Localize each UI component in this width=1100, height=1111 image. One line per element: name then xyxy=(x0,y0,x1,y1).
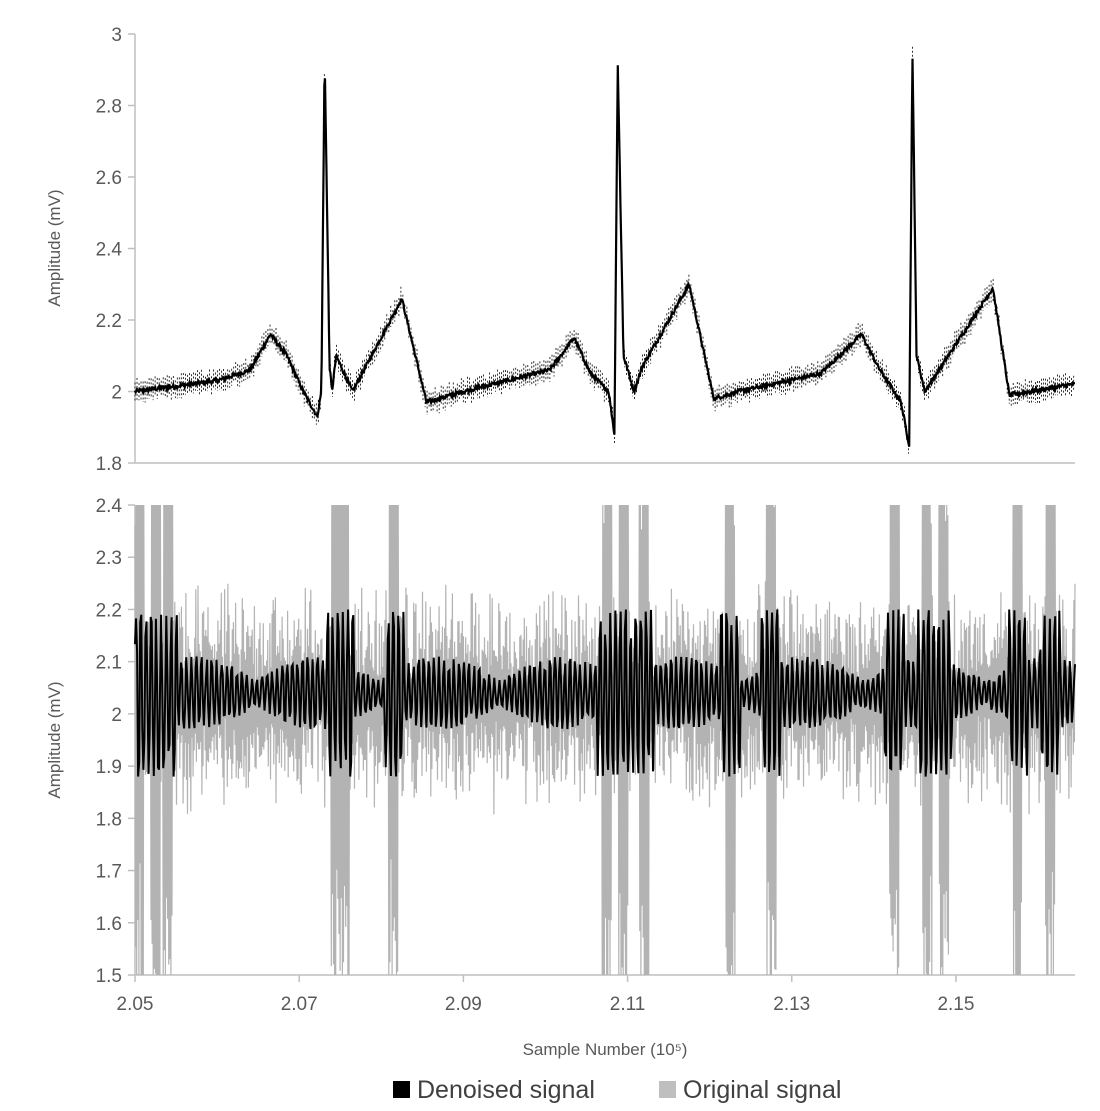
x-tick-label: 2.09 xyxy=(445,994,482,1015)
bottom-y-tick-label: 1.6 xyxy=(96,914,122,935)
top-original-signal xyxy=(134,46,1075,454)
bottom-y-ticks: 1.5 1.6 1.7 1.8 1.9 2 2.1 2.2 2.3 2.4 xyxy=(96,496,135,987)
bottom-original-signal-line xyxy=(134,504,1076,976)
top-y-tick-label: 2.6 xyxy=(96,168,122,189)
top-y-ticks: 1.8 2 2.2 2.4 2.6 2.8 3 xyxy=(96,25,135,475)
bottom-y-tick-label: 1.9 xyxy=(96,757,122,778)
top-y-tick-label: 1.8 xyxy=(96,454,122,475)
x-tick-label: 2.13 xyxy=(773,994,810,1015)
legend-label-original: Original signal xyxy=(683,1076,841,1104)
x-tick-label: 2.05 xyxy=(117,994,154,1015)
x-axis-label: Sample Number (10⁵) xyxy=(523,1040,688,1059)
bottom-y-tick-label: 2.4 xyxy=(96,496,123,517)
bottom-y-tick-label: 1.5 xyxy=(96,966,122,987)
top-original-signal-path xyxy=(134,46,1075,454)
top-y-tick-label: 3 xyxy=(111,25,122,46)
top-chart-panel: 1.8 2 2.2 2.4 2.6 2.8 3 Amplitude (mV) xyxy=(45,25,1075,475)
bottom-y-tick-label: 2.1 xyxy=(96,653,122,674)
x-tick-label: 2.15 xyxy=(937,994,974,1015)
legend-swatch-original xyxy=(659,1081,676,1098)
bottom-chart-panel: 1.51.61.71.81.922.12.22.32.4 2.05 2.07 2.0… xyxy=(45,496,1076,1059)
x-tick-label: 2.07 xyxy=(281,994,318,1015)
bottom-y-tick-label: 2 xyxy=(111,705,122,726)
bottom-x-ticks: 2.05 2.07 2.09 2.11 2.13 2.15 xyxy=(117,975,974,1015)
top-denoised-signal-line xyxy=(134,58,1075,447)
top-y-tick-label: 2 xyxy=(111,383,122,404)
bottom-y-axis-label: Amplitude (mV) xyxy=(45,681,64,798)
top-y-tick-label: 2.4 xyxy=(96,240,123,261)
bottom-y-tick-label: 1.7 xyxy=(96,862,122,883)
x-tick-label: 2.11 xyxy=(610,994,646,1015)
bottom-y-tick-label: 2.2 xyxy=(96,600,122,621)
top-y-tick-label: 2.8 xyxy=(96,97,122,118)
legend-swatch-denoised xyxy=(393,1081,410,1098)
legend: Denoised signal Original signal xyxy=(393,1076,841,1104)
bottom-y-tick-label: 1.8 xyxy=(96,809,122,830)
legend-label-denoised: Denoised signal xyxy=(417,1076,595,1104)
top-y-tick-label: 2.2 xyxy=(96,311,122,332)
bottom-y-tick-label: 2.3 xyxy=(96,548,122,569)
bottom-denoised-signal-line xyxy=(134,609,1076,777)
top-y-axis-label: Amplitude (mV) xyxy=(45,189,64,306)
